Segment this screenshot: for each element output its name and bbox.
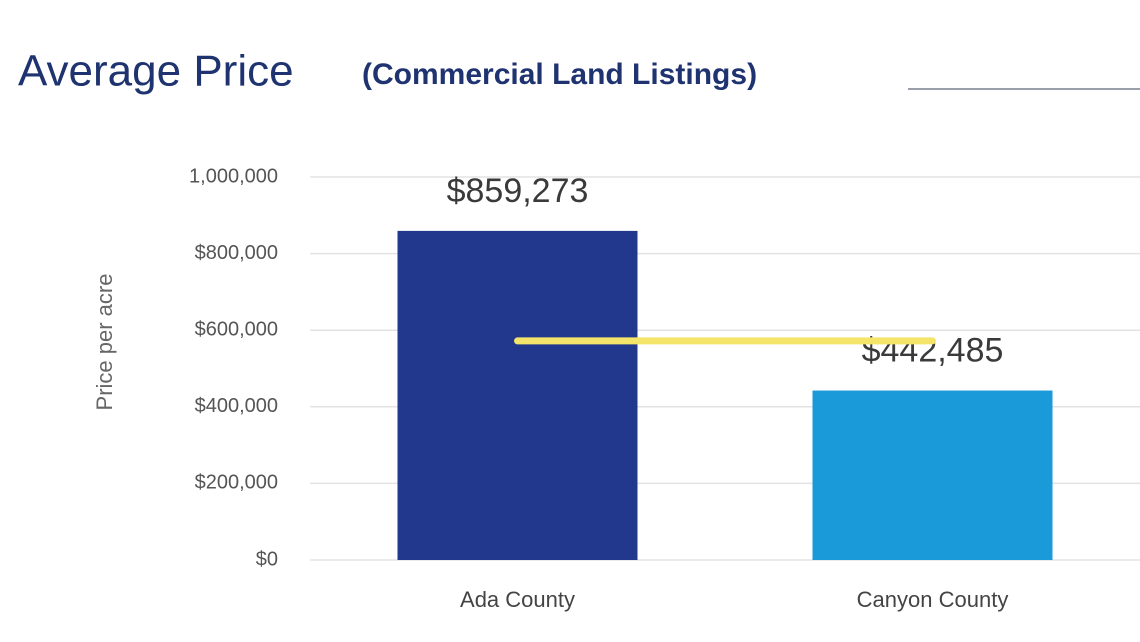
y-tick-label: $200,000: [195, 472, 278, 494]
y-tick-label: $600,000: [195, 318, 278, 340]
chart-subtitle: (Commercial Land Listings): [362, 58, 757, 91]
bar: [812, 390, 1053, 560]
x-tick-label: Canyon County: [857, 587, 1009, 612]
chart-title: Average Price: [18, 47, 294, 96]
x-tick-label: Ada County: [460, 587, 575, 612]
data-label: $859,273: [447, 172, 589, 210]
data-label: $442,485: [862, 332, 1004, 370]
y-axis-label: Price per acre: [92, 274, 117, 411]
y-tick-label: $800,000: [195, 242, 278, 264]
y-tick-label: $0: [256, 548, 278, 570]
y-tick-label: $400,000: [195, 395, 278, 417]
bar: [397, 230, 638, 560]
y-tick-label: 1,000,000: [189, 165, 278, 187]
